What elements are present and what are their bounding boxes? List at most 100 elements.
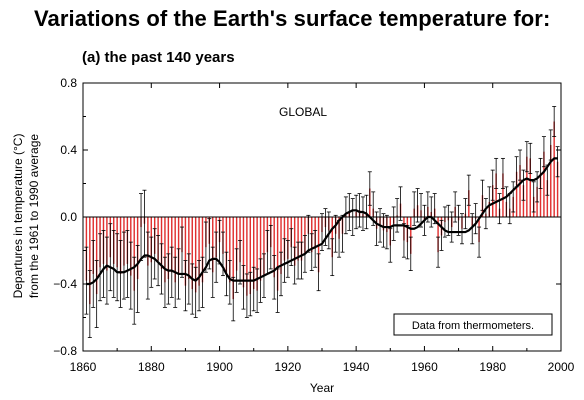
y-axis-title-line1: Departures in temperature (°C) bbox=[11, 134, 25, 299]
bar-1917 bbox=[276, 217, 279, 291]
y-tick-label-0: −0.8 bbox=[53, 344, 77, 358]
errorbar-1910 bbox=[251, 266, 256, 312]
errorbar-1956 bbox=[408, 236, 413, 272]
errorbar-1869 bbox=[111, 229, 116, 298]
errorbar-1923 bbox=[296, 241, 301, 280]
errorbar-1884 bbox=[162, 256, 167, 308]
errorbar-1873 bbox=[125, 229, 130, 298]
bars-layer bbox=[85, 121, 559, 305]
bar-1911 bbox=[256, 217, 258, 291]
errorbar-1941 bbox=[357, 193, 362, 228]
errorbar-1987 bbox=[514, 156, 519, 188]
errorbar-1881 bbox=[152, 228, 157, 280]
errorbar-1896 bbox=[203, 221, 208, 273]
bar-1910 bbox=[253, 217, 255, 290]
bar-1908 bbox=[246, 217, 248, 296]
errorbar-1946 bbox=[374, 211, 379, 246]
x-tick-label-1980: 1980 bbox=[479, 360, 506, 374]
errorbar-1936 bbox=[340, 214, 345, 253]
x-tick-label-1860: 1860 bbox=[70, 360, 97, 374]
errorbar-1866 bbox=[101, 229, 106, 298]
errorbar-1991 bbox=[528, 142, 533, 174]
errorbar-1924 bbox=[299, 241, 304, 280]
errorbar-1911 bbox=[255, 268, 260, 313]
bar-1987 bbox=[515, 171, 518, 217]
errorbar-1909 bbox=[248, 271, 253, 317]
bar-1920 bbox=[287, 217, 289, 259]
errorbar-1994 bbox=[538, 157, 543, 189]
errorbar-1889 bbox=[180, 226, 185, 278]
errorbar-1969 bbox=[453, 191, 458, 223]
errorbar-1988 bbox=[518, 149, 523, 181]
bar-1890 bbox=[184, 217, 187, 286]
errorbar-1877 bbox=[139, 193, 144, 261]
errorbar-1992 bbox=[531, 181, 536, 213]
errorbar-1957 bbox=[412, 191, 417, 226]
bar-1907 bbox=[242, 217, 245, 288]
errorbar-1971 bbox=[459, 213, 464, 245]
bar-1886 bbox=[171, 217, 173, 273]
errorbar-1928 bbox=[313, 229, 318, 268]
errorbar-1912 bbox=[258, 258, 263, 303]
bar-1884 bbox=[164, 217, 166, 283]
errorbar-1899 bbox=[214, 231, 219, 283]
errorbar-1935 bbox=[337, 219, 342, 258]
errorbar-1999 bbox=[555, 146, 560, 178]
errorbar-1916 bbox=[272, 255, 277, 300]
errorbar-1871 bbox=[118, 240, 123, 308]
bar-1887 bbox=[174, 217, 176, 283]
errorbar-1975 bbox=[473, 203, 478, 235]
errorbar-1934 bbox=[333, 214, 338, 253]
errorbar-1868 bbox=[108, 223, 113, 292]
errorbar-1993 bbox=[535, 171, 540, 203]
errorbar-1879 bbox=[145, 231, 150, 300]
note-text: Data from thermometers. bbox=[412, 320, 534, 332]
errorbar-1979 bbox=[487, 186, 492, 218]
page-subtitle: (a) the past 140 years bbox=[82, 49, 235, 66]
bar-1862 bbox=[89, 217, 91, 305]
errorbar-1976 bbox=[477, 226, 482, 258]
bar-1916 bbox=[273, 217, 275, 278]
errorbar-1949 bbox=[384, 214, 389, 250]
errorbar-1886 bbox=[169, 246, 174, 298]
y-axis-title-line2: from the 1961 to 1990 average bbox=[27, 134, 41, 298]
errorbar-1970 bbox=[456, 204, 461, 236]
errorbar-1870 bbox=[115, 233, 120, 302]
errorbar-1958 bbox=[415, 188, 420, 223]
bar-1883 bbox=[160, 217, 163, 269]
x-tick-label-1900: 1900 bbox=[206, 360, 233, 374]
ticks-layer bbox=[82, 82, 562, 352]
bar-1989 bbox=[522, 185, 525, 217]
x-tick-label-1920: 1920 bbox=[275, 360, 302, 374]
errorbar-1878 bbox=[142, 189, 147, 258]
errorbar-1918 bbox=[279, 251, 284, 297]
x-tick-label-1940: 1940 bbox=[343, 360, 370, 374]
bar-1981 bbox=[495, 173, 497, 217]
errorbar-1990 bbox=[524, 141, 529, 173]
errorbar-1874 bbox=[128, 241, 133, 310]
errorbar-1942 bbox=[360, 196, 365, 231]
errorbar-1968 bbox=[449, 211, 454, 243]
errorbar-1900 bbox=[217, 219, 222, 265]
bar-1997 bbox=[550, 144, 552, 217]
bar-1998 bbox=[553, 121, 555, 217]
errorbar-1984 bbox=[504, 186, 509, 218]
errorbar-1892 bbox=[190, 263, 195, 315]
bar-1891 bbox=[188, 217, 190, 279]
errorbar-1903 bbox=[227, 260, 232, 305]
y-tick-label-4: 0.8 bbox=[60, 76, 77, 90]
x-axis-title: Year bbox=[310, 381, 334, 395]
errorbar-1927 bbox=[309, 233, 314, 272]
errorbar-1983 bbox=[500, 157, 505, 189]
errorbar-1922 bbox=[292, 246, 297, 285]
bar-1895 bbox=[201, 217, 204, 283]
errorbar-1989 bbox=[521, 169, 526, 201]
bar-1912 bbox=[259, 217, 262, 281]
bar-1904 bbox=[232, 217, 234, 300]
errorbar-1861 bbox=[84, 246, 89, 315]
errorbar-1915 bbox=[268, 224, 273, 270]
bar-1923 bbox=[297, 217, 299, 261]
y-tick-label-2: 0.0 bbox=[60, 210, 77, 224]
y-tick-label-1: −0.4 bbox=[53, 277, 77, 291]
